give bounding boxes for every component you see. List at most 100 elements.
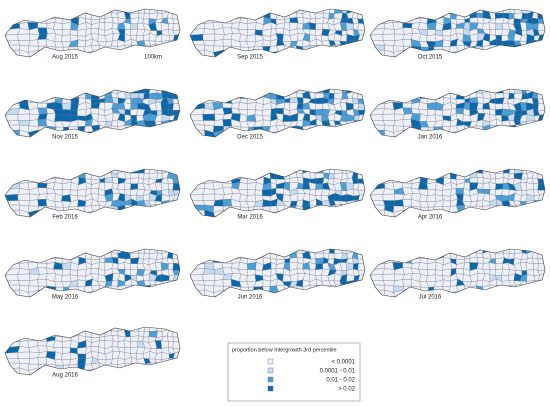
municipality (488, 102, 497, 110)
municipality (167, 50, 174, 57)
municipality (357, 258, 365, 265)
municipality (410, 252, 421, 260)
municipality (172, 341, 180, 349)
municipality (124, 368, 133, 375)
municipality (296, 12, 304, 19)
municipality (5, 331, 19, 338)
legend-label: < 0.0001 (331, 360, 355, 366)
municipality (496, 290, 505, 297)
municipality (340, 290, 349, 297)
municipality (537, 110, 545, 116)
municipality (532, 210, 539, 217)
municipality (333, 52, 341, 57)
municipality (370, 16, 385, 24)
municipality (36, 91, 48, 100)
municipality (190, 169, 204, 174)
municipality (508, 253, 515, 260)
municipality (45, 330, 56, 338)
municipality (401, 9, 413, 13)
municipality (137, 205, 146, 213)
municipality (190, 89, 204, 94)
municipality (90, 346, 99, 353)
municipality (27, 171, 38, 180)
municipality (282, 169, 292, 173)
municipality (97, 209, 108, 217)
municipality (370, 129, 386, 137)
municipality (495, 103, 503, 110)
municipality (190, 120, 206, 126)
panel-label: Dec 2015 (237, 135, 263, 141)
municipality (123, 262, 132, 270)
municipality (382, 113, 396, 121)
municipality (28, 199, 39, 207)
municipality (382, 193, 396, 201)
municipality (62, 169, 71, 175)
municipality (190, 40, 206, 46)
legend-label: > 0.02 (338, 387, 356, 393)
legend-title: proportion below Intergrowth 3rd percent… (232, 347, 337, 353)
municipality (90, 169, 99, 173)
municipality (173, 210, 180, 217)
municipality (462, 249, 472, 253)
municipality (469, 257, 479, 264)
municipality (77, 189, 87, 197)
municipality (392, 11, 403, 20)
municipality (124, 347, 131, 354)
municipality (76, 249, 86, 254)
municipality (296, 92, 304, 99)
municipality (117, 210, 127, 217)
municipality (401, 171, 413, 180)
municipality (27, 17, 38, 23)
municipality (469, 50, 478, 57)
municipality (190, 200, 206, 206)
municipality (222, 182, 233, 189)
map-panel: Jan 2016 (369, 88, 546, 141)
municipality (172, 18, 180, 25)
municipality (345, 285, 353, 292)
municipality (90, 327, 99, 331)
municipality (160, 363, 168, 370)
municipality (316, 290, 325, 297)
municipality (222, 119, 232, 127)
municipality (104, 290, 113, 297)
municipality (36, 327, 48, 331)
municipality (190, 280, 206, 286)
municipality (117, 130, 127, 137)
municipality (162, 210, 168, 217)
municipalities (190, 249, 365, 297)
municipality (190, 93, 204, 100)
municipality (357, 18, 365, 25)
municipality (37, 22, 48, 29)
panel-label: Jun 2016 (238, 295, 263, 301)
municipality (352, 125, 359, 132)
municipality (97, 249, 107, 253)
municipality (275, 28, 284, 35)
municipality (203, 9, 213, 14)
municipality (37, 279, 47, 287)
municipality (36, 11, 48, 20)
municipality (392, 249, 405, 254)
municipality (382, 273, 396, 281)
municipality (203, 249, 213, 254)
municipality (370, 209, 386, 217)
municipality (231, 249, 239, 254)
municipality (442, 199, 451, 207)
municipality (392, 91, 403, 100)
municipality (537, 98, 545, 105)
municipality (482, 290, 492, 297)
municipality (90, 89, 99, 93)
municipality (496, 50, 505, 57)
municipality (433, 249, 445, 255)
municipality (263, 211, 270, 217)
municipality (333, 132, 341, 137)
municipality (314, 89, 324, 94)
municipality (532, 130, 539, 137)
municipality (19, 129, 31, 137)
municipality (173, 125, 180, 134)
municipality (212, 89, 225, 94)
municipality (270, 249, 278, 254)
municipality (212, 257, 223, 263)
municipality (309, 29, 316, 36)
municipality (441, 9, 451, 14)
municipality (289, 97, 299, 104)
